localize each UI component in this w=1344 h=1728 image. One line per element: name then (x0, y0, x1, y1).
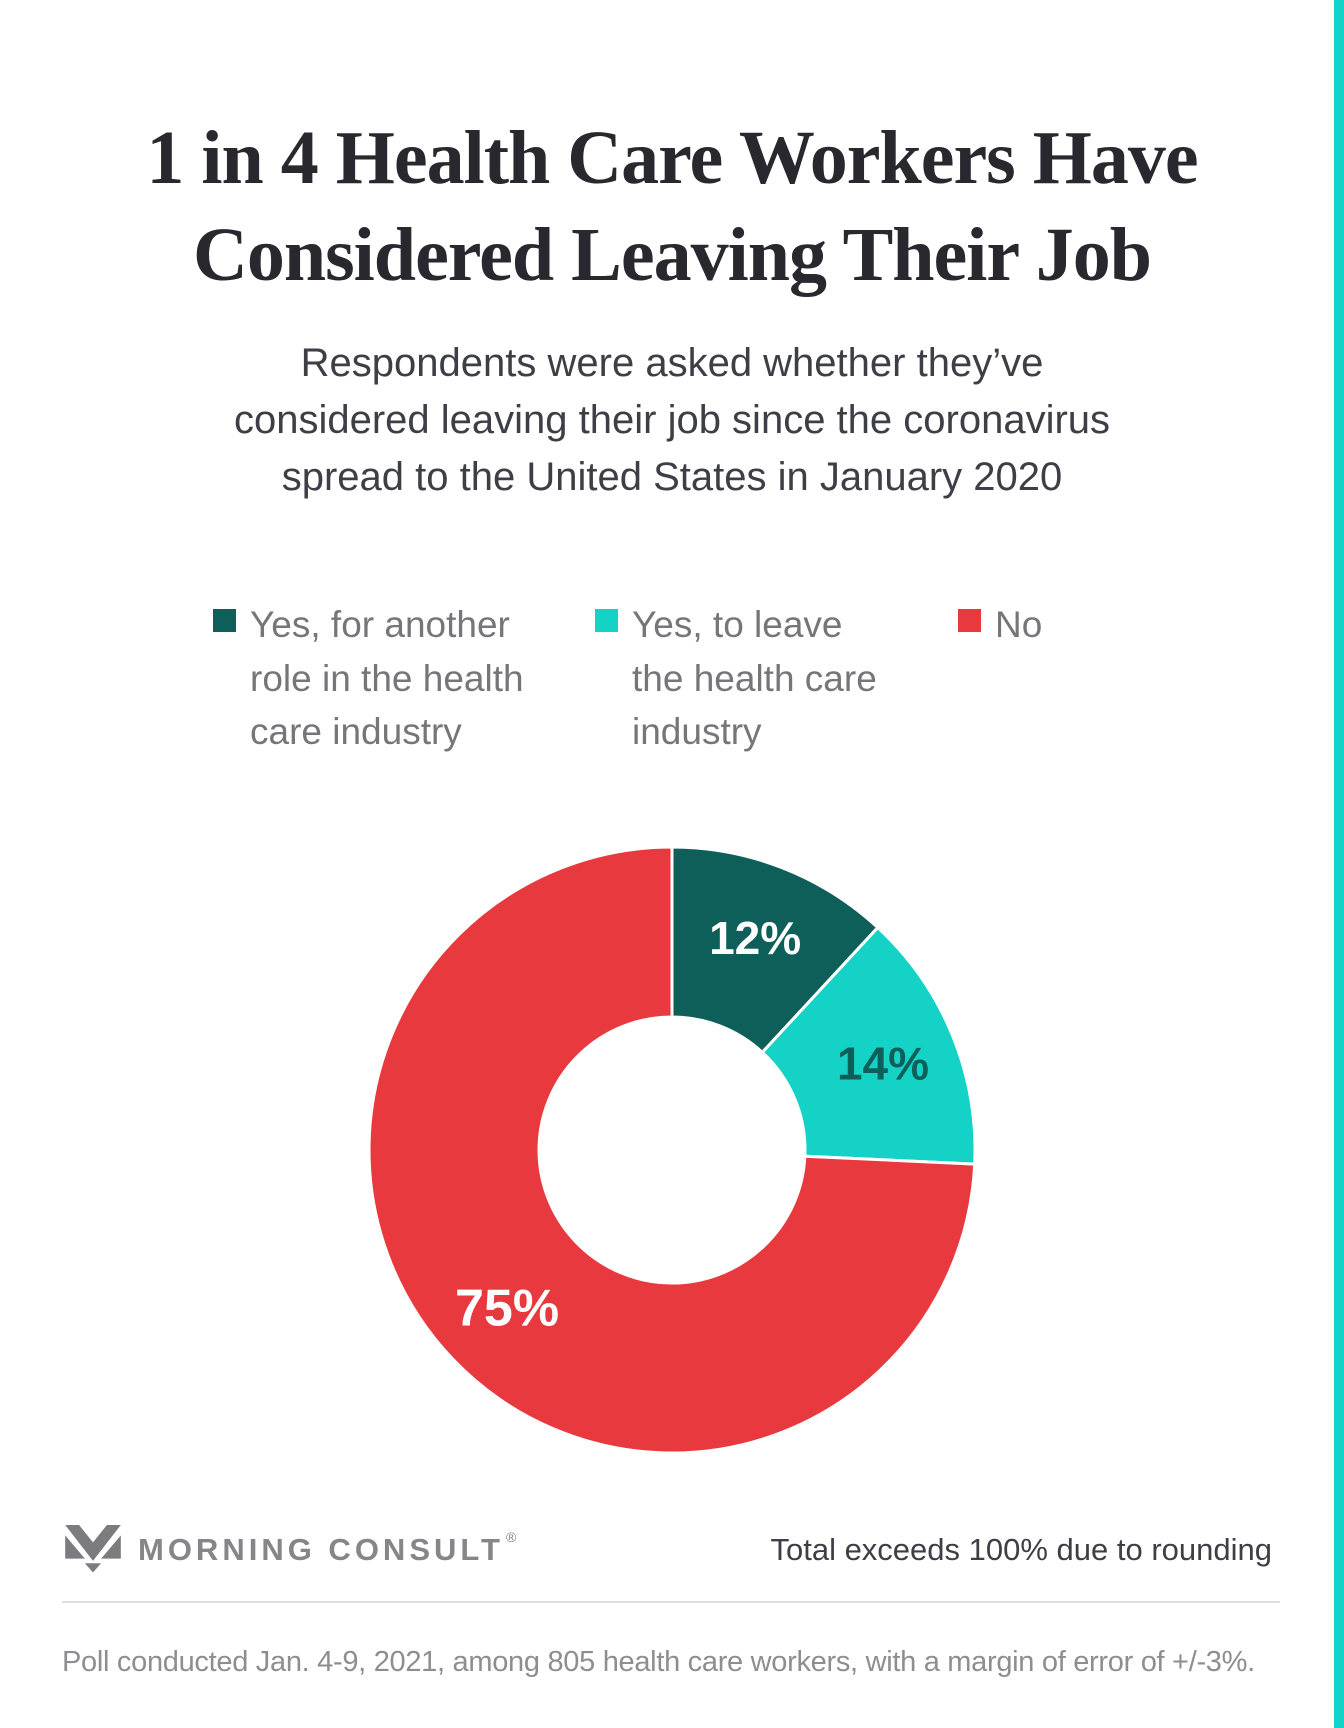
legend-label-line: Yes, for another (250, 604, 510, 646)
donut-slice[interactable] (760, 925, 977, 1166)
page-title-line: 1 in 4 Health Care Workers Have (146, 116, 1198, 200)
legend-item: No (958, 598, 1065, 652)
donut-slice[interactable] (367, 845, 977, 1455)
slice-value-label: 14% (837, 1038, 929, 1090)
slice-value-label: 12% (709, 912, 801, 964)
legend-item: Yes, to leave the health care industry (595, 598, 900, 759)
page-subtitle-line: spread to the United States in January 2… (281, 454, 1063, 499)
legend-label: Yes, for another role in the health care… (250, 598, 562, 759)
morning-consult-logo-icon (65, 1524, 121, 1573)
legend-label: No (995, 598, 1065, 652)
legend-swatch (213, 609, 236, 633)
donut-chart: 12% 14% 75% (367, 845, 977, 1455)
page-subtitle: Respondents were asked whether they’ve c… (0, 335, 1344, 507)
legend-item: Yes, for another role in the health care… (213, 598, 562, 759)
legend-swatch (958, 609, 981, 633)
legend-label-line: the health care (632, 657, 877, 699)
page-subtitle-line: Respondents were asked whether they’ve (300, 340, 1044, 385)
rounding-note: Total exceeds 100% due to rounding (770, 1532, 1272, 1567)
legend-label-line: care industry (250, 711, 462, 753)
page-subtitle-line: considered leaving their job since the c… (233, 397, 1111, 442)
footer-brand-row: MORNING CONSULT ® Total exceeds 100% due… (64, 1522, 1272, 1578)
legend-swatch (595, 609, 618, 633)
footer-divider (62, 1601, 1280, 1603)
brand-name: MORNING CONSULT (138, 1532, 504, 1567)
legend-label-line: No (995, 604, 1043, 646)
page-title: 1 in 4 Health Care Workers Have Consider… (0, 0, 1344, 305)
chart-legend: Yes, for another role in the health care… (213, 598, 1344, 759)
brand-logo: MORNING CONSULT ® (64, 1524, 517, 1576)
registered-mark-icon: ® (505, 1528, 517, 1545)
legend-label-line: Yes, to leave (632, 604, 843, 646)
legend-label-line: industry (632, 711, 762, 753)
legend-label: Yes, to leave the health care industry (632, 598, 900, 759)
donut-chart-container: 12% 14% 75% (362, 840, 982, 1460)
legend-label-line: role in the health (250, 657, 524, 699)
accent-strip (1334, 0, 1344, 1728)
poll-footnote: Poll conducted Jan. 4-9, 2021, among 805… (62, 1646, 1255, 1678)
donut-slice[interactable] (670, 845, 880, 1055)
slice-value-label: 75% (455, 1280, 559, 1338)
page-title-line: Considered Leaving Their Job (192, 213, 1152, 298)
